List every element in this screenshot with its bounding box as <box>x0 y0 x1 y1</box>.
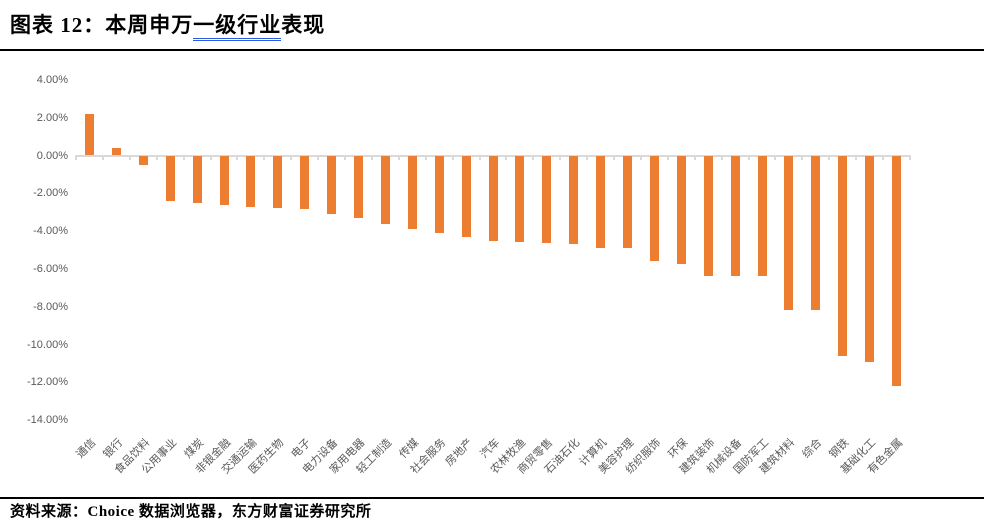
axis-tick <box>101 156 104 160</box>
bar-综合 <box>811 155 821 311</box>
axis-tick <box>75 156 78 160</box>
bar-电子 <box>300 155 310 210</box>
bar-环保 <box>676 155 686 265</box>
bar-美容护理 <box>623 155 632 249</box>
bar-有色金属 <box>892 155 901 387</box>
axis-tick <box>505 156 508 160</box>
y-axis-label: -12.00% <box>27 376 68 389</box>
bar-商贸零售 <box>542 155 552 244</box>
axis-tick <box>290 156 293 160</box>
bar-银行 <box>111 147 121 156</box>
bar-交通运输 <box>246 155 256 207</box>
axis-tick <box>666 156 669 160</box>
bar-汽车 <box>488 155 498 241</box>
axis-tick <box>182 156 185 160</box>
bar-非银金融 <box>219 155 229 205</box>
axis-tick <box>613 156 616 160</box>
y-axis-label: 2.00% <box>36 111 68 124</box>
axis-tick <box>128 156 131 160</box>
axis-tick <box>586 156 589 160</box>
y-axis-label: 4.00% <box>36 73 68 86</box>
y-axis-label: -8.00% <box>33 300 68 313</box>
axis-tick <box>236 156 239 160</box>
bar-房地产 <box>461 155 471 237</box>
axis-tick <box>532 156 535 160</box>
bar-电力设备 <box>327 155 337 215</box>
bar-传媒 <box>407 155 417 230</box>
bar-建筑材料 <box>784 155 794 310</box>
bar-公用事业 <box>165 155 175 201</box>
bar-国防军工 <box>757 155 767 277</box>
axis-tick <box>774 156 777 160</box>
axis-tick <box>639 156 642 160</box>
axis-tick <box>451 156 454 160</box>
bar-煤炭 <box>192 155 202 203</box>
axis-tick <box>801 156 804 160</box>
footer-divider <box>0 497 984 499</box>
figure-title-underlined: 一级行业 <box>193 13 282 41</box>
bar-轻工制造 <box>380 155 390 224</box>
x-axis-label: 房地产 <box>443 436 475 469</box>
bar-农林牧渔 <box>515 155 525 243</box>
x-axis-label: 通信 <box>74 436 99 461</box>
source-note: 资料来源：Choice 数据浏览器，东方财富证券研究所 <box>10 504 372 520</box>
axis-tick <box>855 156 858 160</box>
bar-家用电器 <box>354 155 363 218</box>
axis-tick <box>908 156 911 160</box>
axis-tick <box>317 156 320 160</box>
axis-tick <box>424 156 427 160</box>
axis-tick <box>828 156 831 160</box>
figure-title: 图表 12：本周申万一级行业表现 <box>10 11 326 41</box>
axis-tick <box>155 156 158 160</box>
axis-tick <box>559 156 562 160</box>
bar-计算机 <box>596 155 606 249</box>
y-axis-label: -6.00% <box>33 262 68 275</box>
axis-tick <box>263 156 266 160</box>
axis-tick <box>344 156 347 160</box>
axis-tick <box>478 156 481 160</box>
bar-医药生物 <box>273 155 283 209</box>
y-axis-label: -10.00% <box>27 338 68 351</box>
bar-通信 <box>85 113 94 156</box>
axis-tick <box>209 156 212 160</box>
axis-tick <box>370 156 373 160</box>
bar-食品饮料 <box>138 155 148 165</box>
y-axis-label: 0.00% <box>36 149 68 162</box>
bar-石油石化 <box>569 155 579 245</box>
axis-tick <box>720 156 723 160</box>
bar-基础化工 <box>865 155 875 362</box>
axis-tick <box>882 156 885 160</box>
y-axis-label: -4.00% <box>33 225 68 238</box>
figure-title-text-1: 本周申万 <box>105 13 194 37</box>
y-axis-label: -2.00% <box>33 187 68 200</box>
y-axis-label: -14.00% <box>27 414 68 427</box>
figure-label: 图表 12： <box>10 13 106 37</box>
figure-title-text-2: 表现 <box>281 13 326 37</box>
bar-机械设备 <box>730 155 740 277</box>
axis-tick <box>747 156 750 160</box>
bar-钢铁 <box>838 155 848 356</box>
bar-社会服务 <box>434 155 444 233</box>
axis-tick <box>693 156 696 160</box>
bar-建筑装饰 <box>703 155 713 277</box>
axis-tick <box>397 156 400 160</box>
header-divider <box>0 49 984 51</box>
bar-纺织服饰 <box>649 155 659 262</box>
x-axis-label: 综合 <box>800 436 825 461</box>
